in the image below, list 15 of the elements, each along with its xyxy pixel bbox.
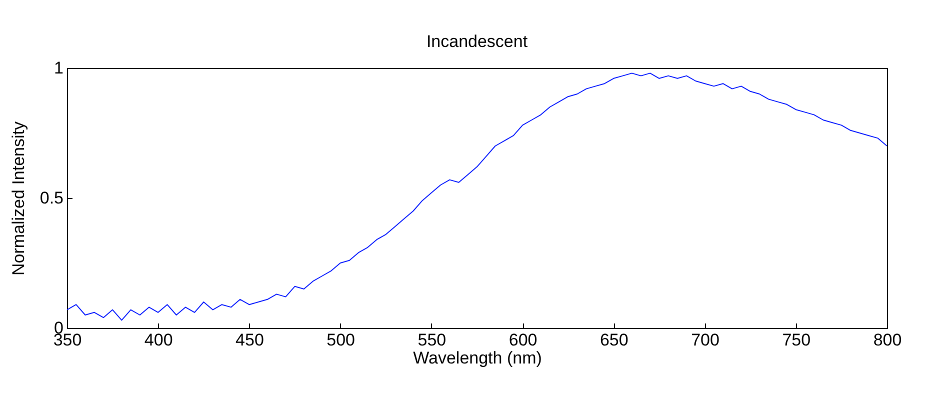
chart-title: Incandescent (426, 32, 528, 51)
y-tick-label: 0.5 (40, 188, 64, 208)
y-tick-label: 1 (54, 58, 64, 78)
line-series (67, 72, 887, 321)
x-axis-title: Wavelength (nm) (413, 348, 542, 368)
x-tick-label: 750 (782, 330, 811, 350)
x-tick-label: 500 (326, 330, 356, 350)
x-tick-label: 800 (873, 330, 902, 350)
x-tick-label: 400 (144, 330, 173, 350)
y-axis-title: Normalized Intensity (8, 121, 28, 276)
x-tick-label: 600 (508, 330, 538, 350)
x-tick-label: 550 (418, 330, 446, 350)
x-tick-label: 700 (691, 330, 720, 350)
x-tick-label: 450 (236, 330, 264, 350)
x-tick-label: 650 (600, 330, 628, 350)
